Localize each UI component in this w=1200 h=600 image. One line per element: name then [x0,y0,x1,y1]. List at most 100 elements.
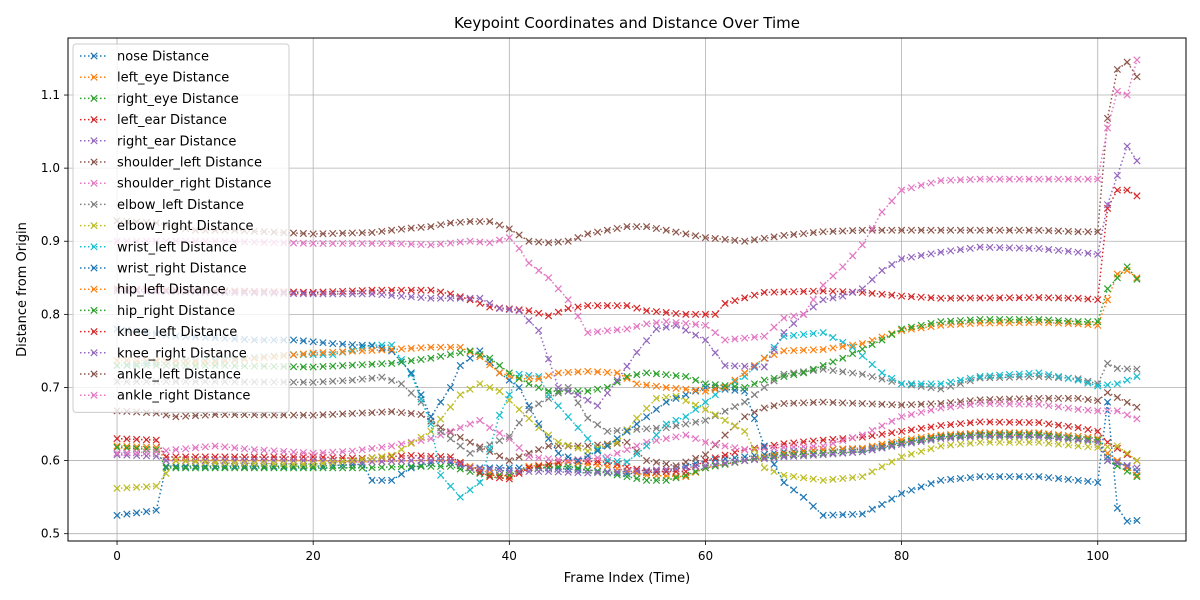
data-point-marker [201,443,209,451]
data-point-marker [1084,437,1092,445]
data-point-marker [721,235,729,244]
data-point-marker [623,427,631,435]
legend-label: knee_left Distance [117,325,237,340]
data-point-marker [329,339,337,348]
data-point-marker [780,471,788,479]
data-point-marker [123,484,131,492]
data-point-marker [348,287,357,295]
data-point-marker [368,463,376,472]
data-point-marker [250,459,258,467]
data-point-marker [1054,246,1063,255]
data-point-marker [1015,373,1023,381]
data-point-marker [858,339,866,348]
data-point-marker [613,301,621,310]
data-point-marker [868,224,876,233]
data-point-marker [535,375,543,383]
legend-label: nose Distance [117,50,209,65]
data-point-marker [917,293,925,301]
data-point-marker [662,308,670,317]
data-point-marker [535,326,543,335]
data-point-marker [584,301,592,310]
data-point-marker [1054,403,1063,411]
data-point-marker [329,362,337,370]
data-point-marker [633,414,641,422]
data-point-marker [799,287,808,296]
data-point-marker [1025,226,1033,234]
data-point-marker [996,473,1004,481]
data-point-marker [221,443,229,451]
data-point-marker [280,447,288,456]
data-point-marker [1045,245,1053,254]
data-point-marker [407,293,415,301]
data-point-marker [397,408,406,417]
data-point-marker [1015,315,1023,324]
data-point-marker [878,444,886,452]
data-point-marker [799,369,808,377]
data-point-marker [711,454,719,462]
data-point-marker [741,383,749,392]
data-point-marker [976,315,984,324]
data-point-marker [741,445,749,454]
data-point-marker [731,362,739,370]
data-point-marker [907,184,916,192]
data-point-marker [535,383,543,392]
data-point-marker [848,350,857,358]
data-point-marker [309,350,317,359]
data-point-marker [309,290,317,298]
data-point-marker [701,451,710,459]
data-point-marker [819,511,827,520]
data-point-marker [407,409,415,418]
data-point-marker [897,489,906,498]
data-point-marker [711,391,719,399]
data-point-marker [760,376,768,384]
data-point-marker [642,223,651,231]
data-point-marker [1015,226,1023,234]
data-point-marker [584,469,592,477]
data-point-marker [750,291,759,299]
data-point-marker [888,417,896,425]
data-point-marker [584,329,592,337]
data-point-marker [378,290,386,299]
data-point-marker [672,464,680,473]
data-point-marker [388,451,396,460]
data-point-marker [613,224,621,233]
data-point-marker [829,475,837,484]
data-point-marker [927,294,935,302]
data-point-marker [829,272,837,280]
series-shoulder-left-distance [113,388,1141,470]
data-point-marker [417,462,425,471]
data-point-marker [839,342,847,351]
data-point-marker [966,433,974,441]
data-point-marker [917,251,925,260]
data-point-marker [1025,244,1033,252]
data-point-marker [456,493,464,501]
data-point-marker [1064,294,1072,302]
data-point-marker [1084,320,1092,329]
data-point-marker [378,408,386,416]
data-point-marker [760,455,768,463]
data-point-marker [937,226,945,234]
data-point-marker [564,441,572,449]
plot-area [113,56,1141,525]
data-point-marker [868,432,876,440]
data-point-marker [633,371,641,379]
data-point-marker [897,255,906,263]
data-point-marker [427,294,435,302]
data-point-marker [486,473,494,481]
data-point-marker [692,418,700,426]
data-point-marker [574,456,582,465]
data-point-marker [338,377,347,385]
data-point-marker [711,460,719,469]
data-point-marker [446,383,455,392]
data-point-marker [1123,411,1131,419]
data-point-marker [417,398,425,406]
data-point-marker [1084,395,1092,404]
data-point-marker [996,226,1004,234]
data-point-marker [780,453,788,461]
data-point-marker [741,294,749,302]
data-point-marker [368,374,376,382]
data-point-marker [1133,464,1141,472]
data-point-marker [505,372,513,380]
data-point-marker [633,442,641,450]
data-point-marker [417,293,425,302]
